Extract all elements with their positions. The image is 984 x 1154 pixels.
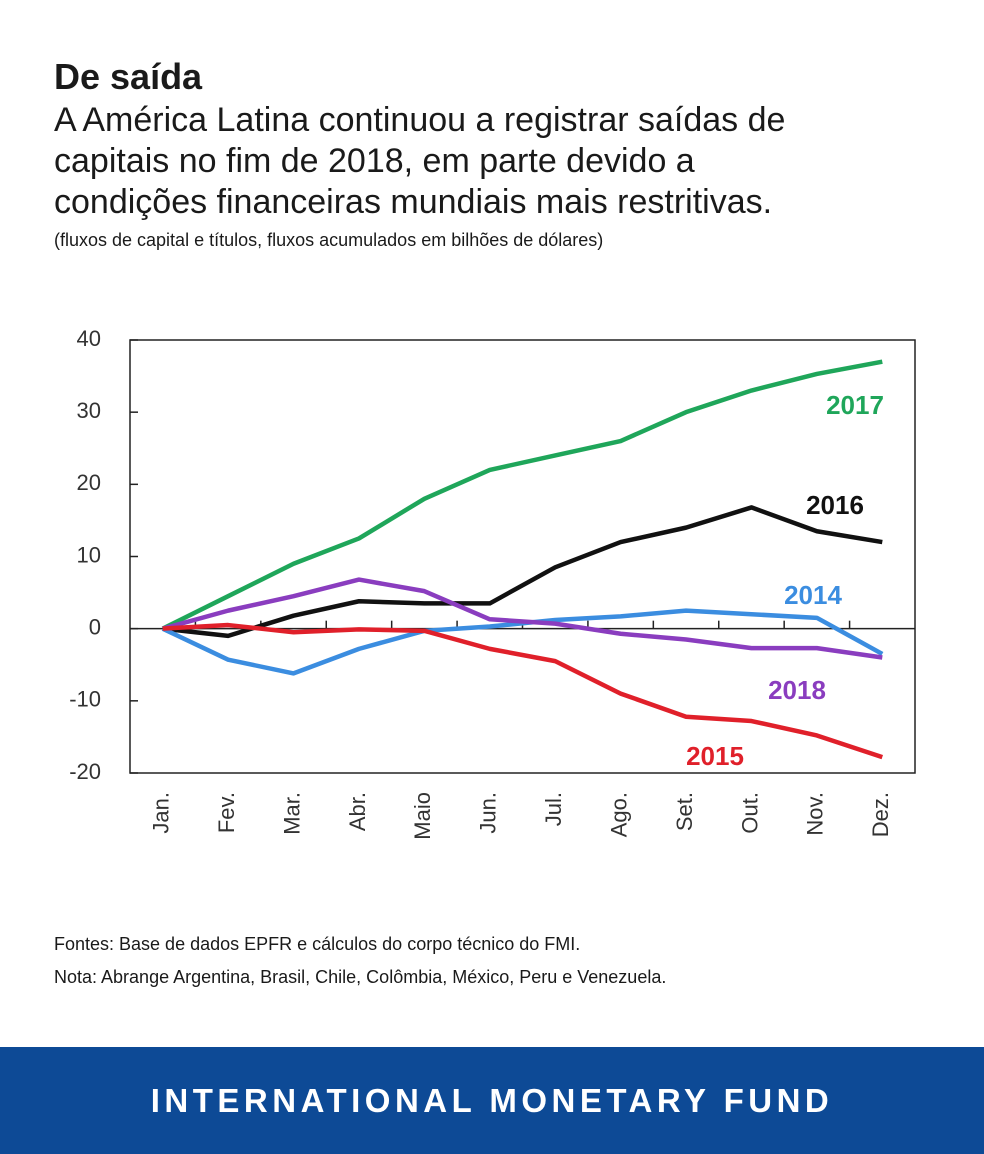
series-line — [162, 622, 883, 760]
y-tick-label: 30 — [77, 398, 101, 423]
series-label: 2017 — [826, 390, 884, 420]
x-tick-label: Dez. — [868, 792, 893, 837]
y-tick-label: -20 — [69, 759, 101, 784]
subtitle-line: capitais no fim de 2018, em parte devido… — [54, 142, 695, 180]
series-label: 2016 — [806, 490, 864, 520]
x-tick-label: Jul. — [541, 792, 566, 826]
chart: -20 -10 0 10 20 30 40 Jan. Fev. Mar. Abr. Maio Jun. J… — [69, 326, 916, 840]
plot-frame — [129, 339, 916, 774]
x-tick-label: Nov. — [803, 792, 828, 836]
subtitle-line: A América Latina continuou a registrar s… — [54, 101, 786, 139]
footer-banner: INTERNATIONAL MONETARY FUND — [0, 1047, 984, 1154]
y-tick-label: 20 — [77, 470, 101, 495]
y-tick-label: 10 — [77, 542, 101, 567]
x-tick-label: Set. — [672, 792, 697, 831]
x-tick-label: Abr. — [345, 792, 370, 831]
subtitle-line: condições financeiras mundiais mais rest… — [54, 183, 773, 221]
x-tick-label: Fev. — [214, 792, 239, 833]
y-tick-label: 40 — [77, 326, 101, 351]
unit-note: (fluxos de capital e títulos, fluxos acu… — [54, 230, 604, 250]
series-label: 2014 — [784, 580, 842, 610]
x-tick-label: Mar. — [279, 792, 304, 835]
series-line — [162, 505, 883, 639]
footnote: Fontes: Base de dados EPFR e cálculos do… — [54, 934, 581, 954]
series-line — [162, 577, 883, 660]
x-tick-label: Maio — [410, 792, 435, 840]
y-tick-label: -10 — [69, 687, 101, 712]
y-tick-label: 0 — [89, 614, 101, 639]
x-tick-label: Ago. — [606, 792, 631, 837]
series-label: 2015 — [686, 741, 744, 771]
x-tick-label: Jan. — [149, 792, 174, 834]
title: De saída — [54, 56, 203, 97]
x-tick-label: Jun. — [476, 792, 501, 834]
footnote: Nota: Abrange Argentina, Brasil, Chile, … — [54, 967, 667, 987]
series-label: 2018 — [768, 675, 826, 705]
x-tick-label: Out. — [737, 792, 762, 834]
series-line — [161, 359, 883, 631]
